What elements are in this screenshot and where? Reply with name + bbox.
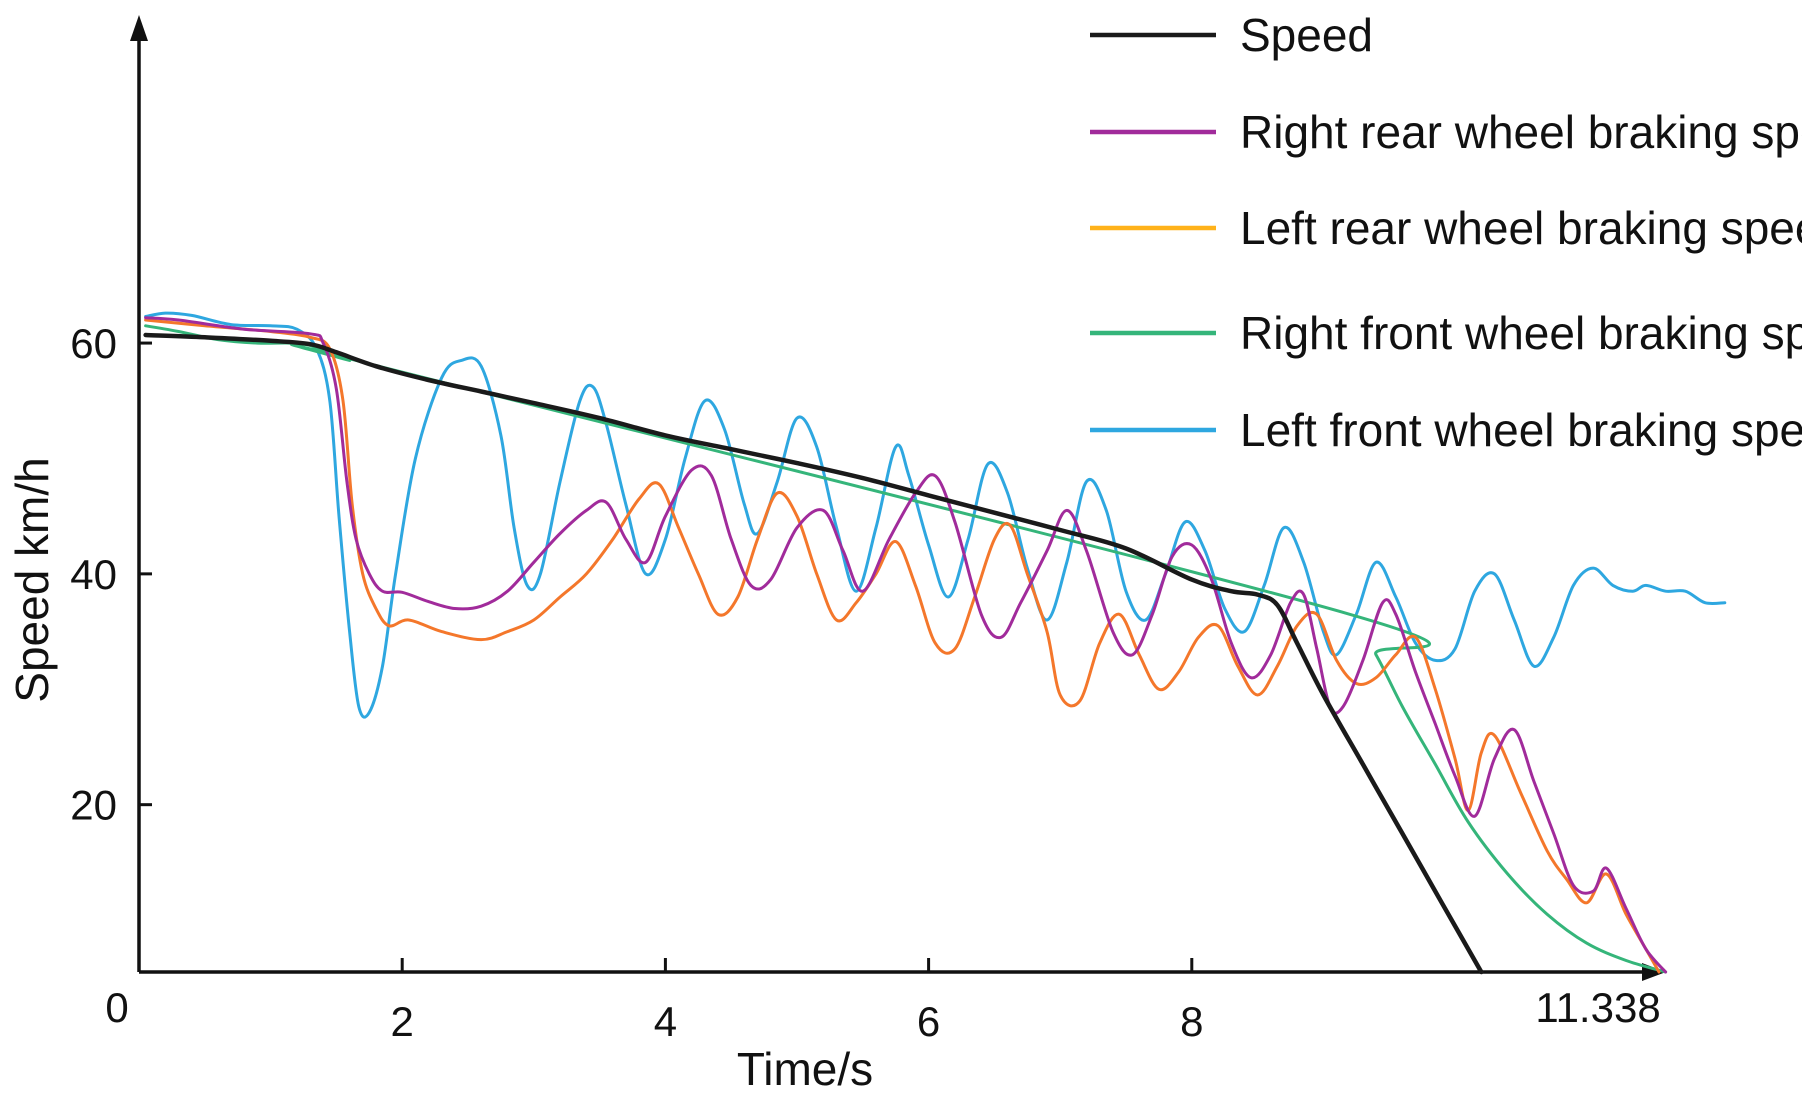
x-tick-label: 8 [1180, 998, 1203, 1045]
right-rear-wheel-braking-speed-line [144, 316, 1668, 974]
legend-item-left-front-wheel-braking-speed: Left front wheel braking speed [1090, 404, 1802, 456]
x-tick-label: 6 [917, 998, 940, 1045]
series-lines [143, 311, 1727, 975]
ticks: 2 4 6 8 20 40 60 [70, 320, 1203, 1045]
y-tick-label: 40 [70, 551, 117, 598]
y-tick-label: 60 [70, 320, 117, 367]
axis-labels: 0 11.338 Time/s Speed km/h [6, 457, 1661, 1095]
x-origin-label: 0 [105, 984, 128, 1031]
speed-line [143, 332, 1484, 975]
x-tick-label: 4 [654, 998, 677, 1045]
left-rear-wheel-braking-speed-line [144, 318, 1661, 974]
left-front-wheel-braking-speed-line [144, 311, 1727, 719]
legend: Speed Right rear wheel braking speed Left … [1090, 9, 1802, 456]
legend-label: Left rear wheel braking speed [1240, 202, 1802, 254]
legend-label: Left front wheel braking speed [1240, 404, 1802, 456]
axes [130, 15, 1666, 981]
legend-item-left-rear-wheel-braking-speed: Left rear wheel braking speed [1090, 202, 1802, 254]
legend-label: Right rear wheel braking speed [1240, 106, 1802, 158]
y-axis-title: Speed km/h [6, 457, 58, 702]
x-axis-title: Time/s [737, 1043, 873, 1095]
legend-label: Right front wheel braking speed [1240, 307, 1802, 359]
legend-label: Speed [1240, 9, 1373, 61]
x-tick-label: 2 [391, 998, 414, 1045]
legend-item-right-front-wheel-braking-speed: Right front wheel braking speed [1090, 307, 1802, 359]
legend-item-speed: Speed [1090, 9, 1373, 61]
x-end-label: 11.338 [1535, 984, 1660, 1031]
y-axis-arrow-icon [130, 15, 148, 41]
y-tick-label: 20 [70, 782, 117, 829]
legend-item-right-rear-wheel-braking-speed: Right rear wheel braking speed [1090, 106, 1802, 158]
